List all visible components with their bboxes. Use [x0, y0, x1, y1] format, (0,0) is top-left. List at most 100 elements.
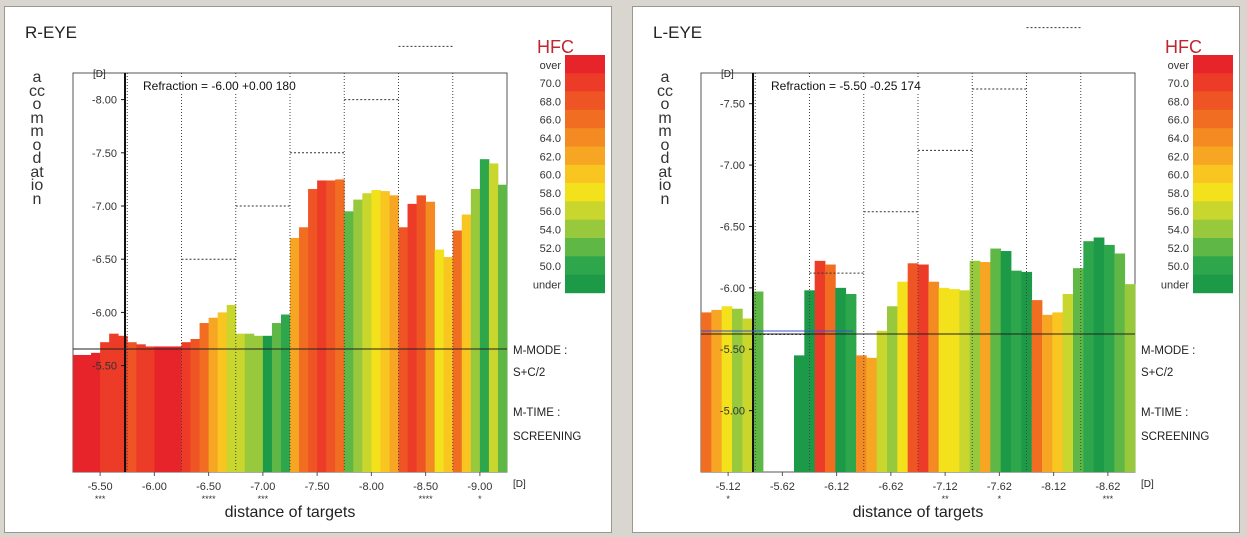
y-unit-label: [D]	[93, 69, 106, 80]
bar	[711, 309, 723, 472]
hfc-legend-label: over	[540, 60, 562, 72]
x-tick-label: -8.12	[1041, 481, 1066, 493]
x-tick-label: -6.50	[196, 481, 221, 493]
hfc-legend-label: 50.0	[540, 261, 561, 273]
bar	[82, 354, 92, 472]
y-axis-label: accommodation	[657, 69, 673, 208]
significance-mark: *	[726, 494, 730, 504]
bar	[938, 287, 950, 472]
hfc-legend-swatch	[1193, 128, 1233, 147]
bar	[1052, 312, 1064, 472]
hfc-legend-label: 54.0	[540, 225, 561, 237]
hfc-legend-label: 54.0	[1168, 225, 1189, 237]
significance-mark: ***	[95, 494, 106, 504]
hfc-legend-label: 66.0	[540, 115, 561, 127]
bar	[752, 291, 764, 472]
y-tick-label: -8.00	[92, 95, 117, 107]
bar	[181, 342, 191, 472]
m-time-value: SCREENING	[513, 431, 582, 443]
bar	[804, 290, 816, 472]
bar	[73, 354, 83, 472]
chart-panel-left-eye: -7.50 -7.00 -6.50 -6.00 -5.50 -5.00 -5.12 * -5.6…	[632, 6, 1240, 533]
bar	[118, 335, 128, 472]
significance-mark: ****	[419, 494, 434, 504]
y-tick-label: -7.00	[720, 160, 745, 172]
bar	[190, 339, 200, 472]
bar	[226, 304, 237, 472]
bar	[845, 293, 857, 472]
hfc-legend-swatch	[1193, 73, 1233, 92]
bar	[876, 330, 888, 472]
hfc-legend-label: 66.0	[1168, 115, 1189, 127]
bar	[344, 211, 354, 472]
x-tick-label: -9.00	[467, 481, 492, 493]
y-axis-label: accommodation	[29, 69, 45, 208]
significance-mark: **	[942, 494, 950, 504]
x-tick-label: -8.50	[413, 481, 438, 493]
y-tick-label: -6.00	[92, 307, 117, 319]
bar	[959, 290, 971, 472]
bar	[990, 248, 1002, 472]
chart-panel-right-eye: -8.00 -7.50 -7.00 -6.50 -6.00 -5.50 -5.50 *** -6…	[4, 6, 612, 533]
x-unit-label: [D]	[513, 479, 526, 490]
bar	[835, 287, 847, 472]
bar	[980, 262, 991, 472]
bar	[163, 346, 173, 472]
y-tick-label: -7.50	[92, 148, 117, 160]
bar	[398, 227, 408, 472]
bar	[443, 257, 454, 472]
hfc-legend-swatch	[1193, 238, 1233, 257]
bar	[244, 333, 255, 472]
bar	[1021, 271, 1033, 472]
m-mode-label: M-MODE :	[1141, 345, 1196, 357]
bar	[317, 180, 327, 472]
refraction-text: Refraction = -5.50 -0.25 174	[769, 79, 923, 93]
x-tick-label: -8.00	[359, 481, 384, 493]
bar	[452, 230, 463, 472]
hfc-legend-label: 70.0	[1168, 78, 1189, 90]
x-tick-label: -6.00	[142, 481, 167, 493]
hfc-legend-swatch	[565, 146, 605, 166]
x-unit-label: [D]	[1141, 479, 1154, 490]
hfc-legend-label: 60.0	[540, 170, 561, 182]
x-axis-label: distance of targets	[224, 504, 356, 521]
bar	[1073, 268, 1084, 472]
bar	[154, 346, 164, 472]
refraction-text: Refraction = -6.00 +0.00 180	[141, 79, 298, 93]
hfc-legend-swatch	[1193, 274, 1233, 294]
x-tick-label: -5.12	[716, 481, 741, 493]
y-tick-label: -5.50	[720, 344, 745, 356]
hfc-legend-swatch	[565, 109, 605, 129]
x-axis-label: distance of targets	[852, 504, 984, 521]
bar	[91, 352, 101, 472]
hfc-legend-swatch	[1193, 219, 1233, 239]
m-time-label: M-TIME :	[513, 407, 561, 419]
hfc-legend-label: 64.0	[540, 133, 561, 145]
hfc-legend-label: 62.0	[540, 151, 561, 163]
bar	[380, 191, 390, 472]
hfc-legend-label: 52.0	[540, 243, 561, 255]
bar	[280, 314, 291, 472]
m-mode-value: S+C/2	[513, 367, 546, 379]
x-tick-label: -7.12	[933, 481, 958, 493]
bar	[794, 355, 805, 472]
x-tick-label: -7.50	[305, 481, 330, 493]
bar	[290, 237, 300, 472]
bar	[1042, 314, 1053, 472]
bar	[969, 260, 981, 472]
hfc-legend-label: 56.0	[1168, 206, 1189, 218]
x-tick-label: -5.62	[770, 481, 795, 493]
bar	[172, 346, 182, 472]
bar	[949, 289, 960, 472]
bar	[907, 263, 919, 472]
hfc-legend-swatch	[565, 91, 605, 111]
bar	[721, 306, 733, 472]
chart-title: L-EYE	[653, 23, 703, 42]
hfc-legend-label: 68.0	[540, 96, 561, 108]
bar	[389, 195, 399, 473]
hfc-legend-swatch	[565, 183, 605, 202]
bar	[732, 308, 743, 472]
bar	[825, 264, 836, 472]
hfc-legend-label: under	[533, 279, 561, 291]
hfc-legend-swatch	[565, 201, 605, 220]
